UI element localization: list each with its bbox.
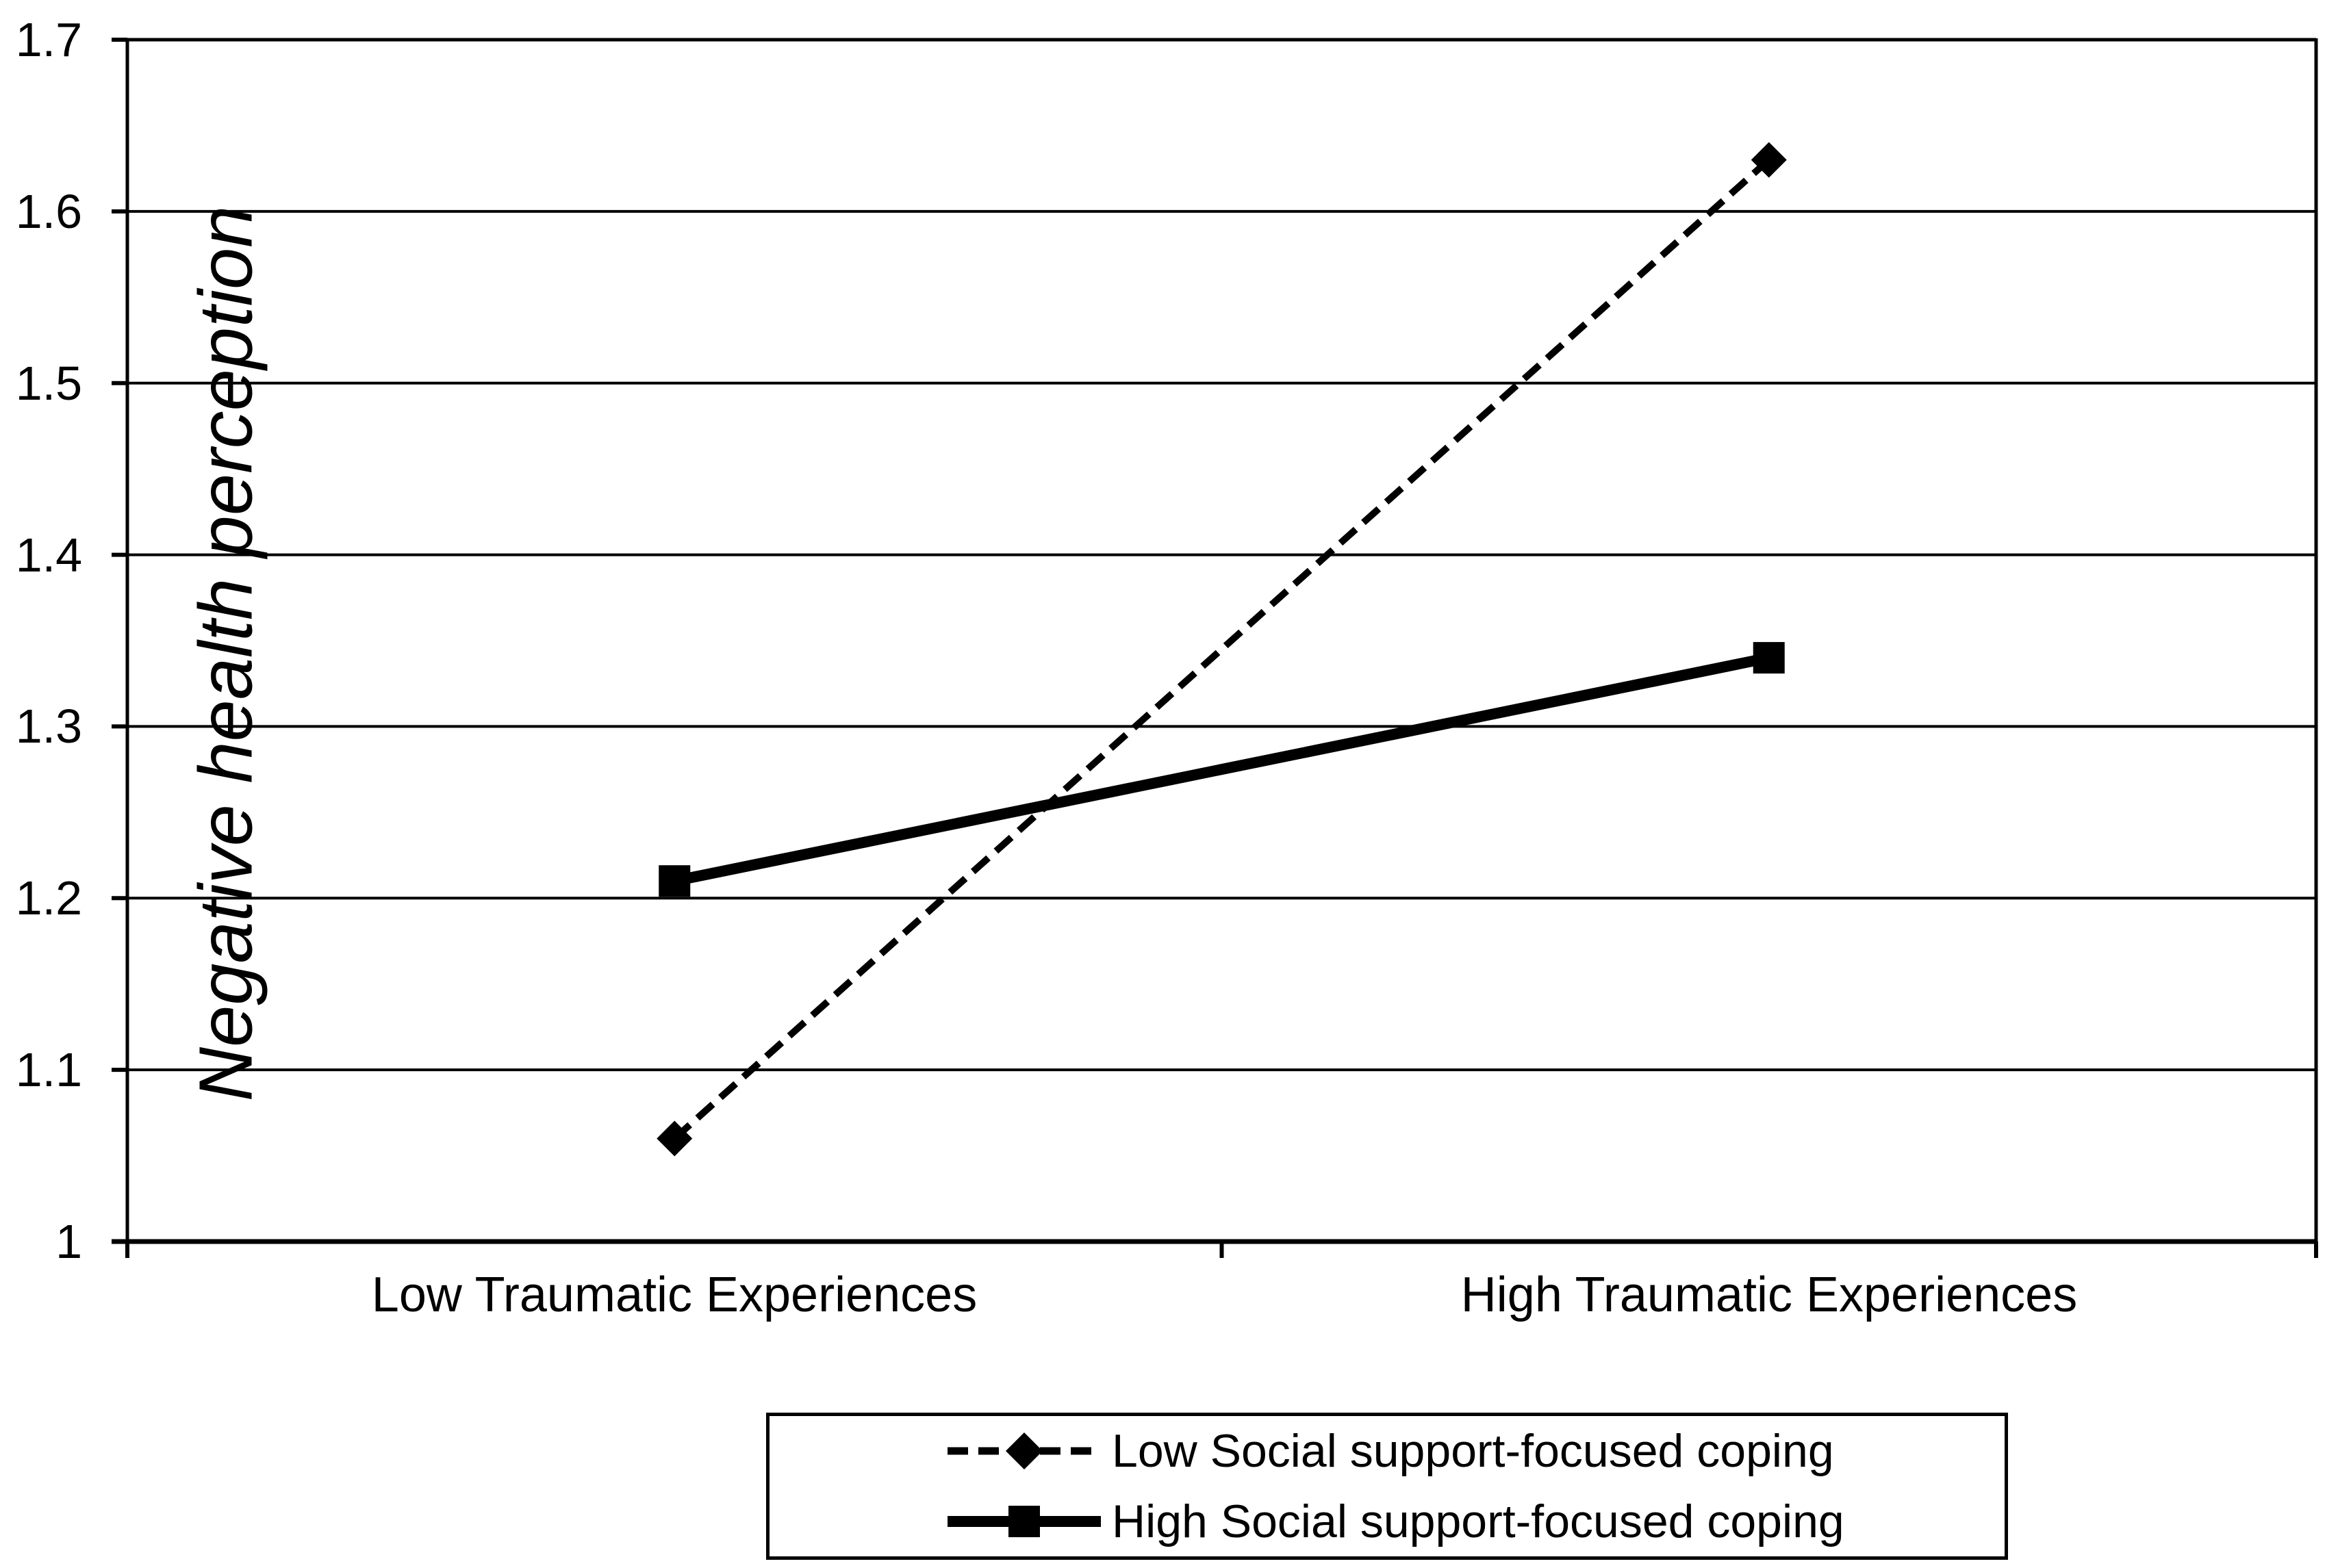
y-tick-label: 1.7 [15,13,82,66]
x-category-label-high: High Traumatic Experiences [1460,1268,2078,1322]
diamond-marker-icon [1751,142,1787,178]
legend-dashed-line-sample [948,1432,1101,1470]
y-tick-label: 1.3 [15,699,82,754]
legend-label-low-coping: Low Social support-focused coping [1112,1425,1834,1478]
series-line-dashed [672,157,1772,1142]
square-marker-icon [659,865,691,897]
legend-row-low-coping: Low Social support-focused coping [770,1419,2005,1482]
legend: Low Social support-focused coping High S… [766,1413,2008,1560]
legend-label-high-coping: High Social support-focused coping [1112,1495,1844,1547]
square-marker-icon [1753,642,1785,674]
y-tick-label: 1.4 [15,528,82,582]
legend-solid-line-sample [948,1505,1101,1537]
y-tick-label: 1.5 [15,356,82,410]
y-axis-title: Negative health perception [183,205,268,1102]
series-line-solid [673,652,1770,887]
y-tick-label: 1 [55,1215,82,1268]
y-tick-label: 1.2 [15,871,82,925]
legend-row-high-coping: High Social support-focused coping [770,1490,2005,1553]
y-tick-label: 1.1 [15,1043,82,1097]
diamond-marker-icon [1006,1432,1043,1470]
diamond-marker-icon [657,1120,693,1157]
square-marker-icon [1008,1505,1040,1537]
y-tick-label: 1.6 [15,184,82,238]
x-category-label-low: Low Traumatic Experiences [371,1268,978,1322]
